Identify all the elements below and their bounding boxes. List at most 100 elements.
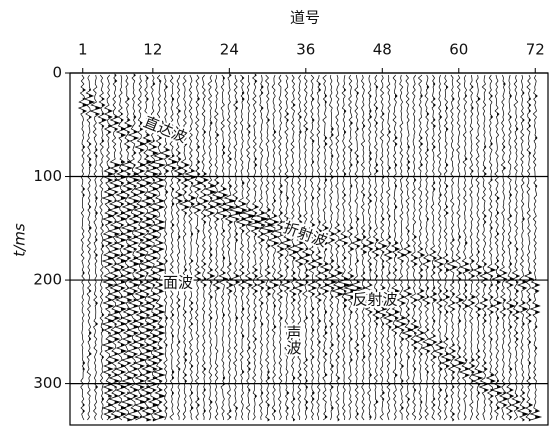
trace-fill [197, 97, 203, 407]
trace [267, 74, 280, 421]
trace [83, 74, 96, 421]
trace-fill [516, 127, 521, 410]
trace [77, 74, 89, 421]
trace [529, 74, 543, 421]
trace [427, 74, 438, 421]
trace-fill [261, 85, 269, 395]
trace-fill [146, 76, 153, 422]
trace [203, 74, 218, 421]
trace-fill [318, 82, 323, 344]
trace [133, 74, 148, 421]
trace [273, 74, 288, 421]
trace [139, 74, 154, 421]
trace-fill [159, 79, 166, 419]
trace-fill [497, 112, 502, 410]
trace [254, 74, 269, 421]
trace [159, 75, 171, 421]
y-tick-label: 300 [33, 374, 62, 392]
trace-fill [273, 130, 279, 413]
trace [485, 74, 497, 421]
trace-texture [77, 73, 543, 422]
trace-fill [446, 85, 451, 404]
x-axis-title: 道号 [290, 9, 320, 27]
trace [390, 74, 401, 421]
trace [215, 74, 230, 421]
trace [440, 74, 453, 421]
trace-fill [165, 85, 170, 410]
trace-fill [242, 76, 247, 374]
trace [191, 74, 204, 421]
y-axis-title: t/ms [11, 223, 29, 257]
trace-fill [133, 73, 140, 419]
trace [240, 74, 257, 421]
y-tick-label: 0 [52, 64, 62, 82]
trace-fill [108, 109, 114, 419]
trace [235, 74, 248, 421]
trace [432, 74, 446, 421]
trace [375, 74, 389, 421]
trace-fill [222, 76, 229, 386]
trace [107, 74, 122, 421]
trace [319, 74, 331, 421]
trace [523, 74, 535, 421]
x-tick-label: 1 [78, 41, 88, 59]
trace [452, 74, 467, 421]
trace [173, 74, 184, 421]
trace [382, 74, 395, 421]
trace [228, 74, 244, 420]
trace-fill [433, 82, 437, 407]
annotation: 声波 [285, 324, 303, 355]
x-tick-label: 60 [449, 41, 468, 59]
trace [478, 74, 490, 421]
trace-fill [203, 130, 209, 413]
trace-fill [363, 124, 371, 359]
trace [489, 74, 503, 421]
trace [279, 74, 292, 421]
trace-fill [426, 85, 433, 374]
trace [287, 74, 300, 421]
trace [510, 74, 522, 421]
trace-fill [210, 121, 216, 404]
trace [458, 74, 472, 421]
trace-fill [152, 82, 159, 422]
trace [113, 74, 128, 421]
trace [401, 74, 414, 421]
trace [247, 74, 263, 421]
trace-fill [114, 73, 121, 419]
x-tick-label: 24 [220, 41, 239, 59]
trace [198, 74, 210, 421]
trace-fill [331, 127, 337, 410]
trace [516, 74, 530, 421]
x-tick-label: 12 [143, 41, 162, 59]
trace-fill [344, 88, 351, 308]
trace [395, 74, 408, 421]
trace [497, 74, 509, 421]
trace [312, 74, 324, 420]
trace [467, 74, 477, 421]
y-tick-label: 100 [33, 167, 62, 185]
trace-fill [439, 115, 445, 392]
trace-fill [388, 130, 394, 386]
trace-fill [337, 223, 344, 422]
trace-fill [395, 94, 400, 377]
trace [470, 74, 484, 421]
trace [89, 74, 103, 421]
trace [178, 74, 191, 421]
trace [368, 74, 383, 421]
trace [342, 74, 359, 421]
trace [209, 74, 224, 421]
trace-fill [375, 85, 382, 404]
trace [504, 74, 516, 421]
trace [259, 74, 276, 421]
trace [330, 74, 345, 421]
trace [307, 74, 318, 421]
trace [184, 74, 198, 421]
trace [150, 74, 167, 421]
trace [446, 74, 459, 421]
x-tick-label: 48 [373, 41, 392, 59]
trace-fill [465, 94, 470, 377]
trace [354, 74, 371, 421]
trace [420, 74, 434, 421]
trace [300, 74, 312, 421]
trace [101, 74, 115, 421]
